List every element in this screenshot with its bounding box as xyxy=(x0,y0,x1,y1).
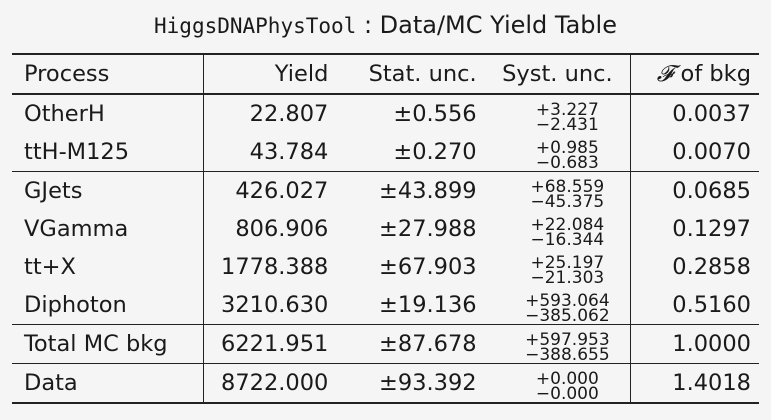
table-row: VGamma 806.906 ±27.988 +22.084 −16.344 0.1297 xyxy=(12,210,759,250)
syst-up: +22.084 xyxy=(530,215,605,235)
syst-up: +68.559 xyxy=(530,177,605,197)
cell-stat-unc: ±87.678 xyxy=(336,324,485,364)
syst-down: −388.655 xyxy=(525,345,610,365)
cell-process: Total MC bkg xyxy=(12,324,205,364)
table-header-row: Process Yield Stat. unc. Syst. unc. 𝓕 of… xyxy=(12,54,759,95)
cell-syst-unc: +22.084 −16.344 xyxy=(485,210,631,250)
cell-fraction: 0.5160 xyxy=(630,286,759,325)
fraction-label: of bkg xyxy=(673,61,751,87)
syst-down: −21.303 xyxy=(530,268,605,288)
syst-up: +3.227 xyxy=(535,100,599,120)
cell-syst-unc: +3.227 −2.431 xyxy=(485,94,631,135)
cell-process: OtherH xyxy=(12,94,205,133)
table-row: Data 8722.000 ±93.392 +0.000 −0.000 1.4018 xyxy=(12,363,759,404)
table-row: GJets 426.027 ±43.899 +68.559 −45.375 0.0685 xyxy=(12,171,759,212)
cell-stat-unc: ±67.903 xyxy=(379,254,477,280)
header-fraction-of-bkg: 𝓕 of bkg xyxy=(630,54,759,95)
cell-fraction: 1.0000 xyxy=(630,324,759,364)
header-process: Process xyxy=(12,54,205,95)
syst-down: −2.431 xyxy=(535,115,599,135)
caption-tool-name: HiggsDNAPhysTool xyxy=(154,14,357,38)
cell-process: VGamma xyxy=(12,210,205,248)
header-stat-unc: Stat. unc. xyxy=(336,54,485,95)
cell-yield: 22.807 xyxy=(249,101,329,127)
syst-down: −16.344 xyxy=(530,230,605,250)
header-yield: Yield xyxy=(203,54,337,95)
cell-process: GJets xyxy=(12,171,205,210)
syst-down: −0.000 xyxy=(535,384,599,404)
header-syst-unc: Syst. unc. xyxy=(484,54,631,95)
cell-yield: 6221.951 xyxy=(203,324,337,364)
table-caption: HiggsDNAPhysTool : Data/MC Yield Table xyxy=(0,8,771,43)
cell-process: Data xyxy=(12,363,205,403)
cell-process: ttH-M125 xyxy=(12,133,205,172)
cell-stat-unc: ±19.136 xyxy=(379,292,477,318)
cell-fraction: 0.0685 xyxy=(630,171,759,210)
syst-up: +25.197 xyxy=(530,253,605,273)
cell-fraction: 0.2858 xyxy=(630,248,759,286)
cell-syst-unc: +0.000 −0.000 xyxy=(484,363,631,404)
cell-stat-unc: ±93.392 xyxy=(336,363,485,403)
cell-fraction: 0.0070 xyxy=(630,133,759,172)
cell-stat-unc: ±0.270 xyxy=(393,139,477,165)
syst-down: −45.375 xyxy=(530,192,605,212)
cell-syst-unc: +593.064 −385.062 xyxy=(485,286,631,325)
cell-syst-unc: +25.197 −21.303 xyxy=(485,248,631,288)
cell-yield: 426.027 xyxy=(203,171,337,210)
cell-syst-unc: +68.559 −45.375 xyxy=(484,171,631,212)
syst-down: −0.683 xyxy=(535,153,599,173)
cell-stat-unc: ±0.556 xyxy=(393,101,477,127)
cell-yield: 43.784 xyxy=(249,139,329,165)
cell-yield: 3210.630 xyxy=(221,292,329,318)
cell-stat-unc: ±27.988 xyxy=(379,216,477,242)
cell-process: tt+X xyxy=(12,248,205,286)
table-row: OtherH 22.807 ±0.556 +3.227 −2.431 0.0037 xyxy=(12,94,759,135)
table-row: Diphoton 3210.630 ±19.136 +593.064 −385.062 0… xyxy=(12,286,759,325)
table-row: Total MC bkg 6221.951 ±87.678 +597.953 −388.… xyxy=(12,324,759,365)
cell-process: Diphoton xyxy=(12,286,205,325)
cell-syst-unc: +597.953 −388.655 xyxy=(484,324,631,365)
table-row: tt+X 1778.388 ±67.903 +25.197 −21.303 0.2858 xyxy=(12,248,759,288)
table-row: ttH-M125 43.784 ±0.270 +0.985 −0.683 0.0070 xyxy=(12,133,759,172)
syst-up: +593.064 xyxy=(525,291,610,311)
fraction-symbol: 𝓕 xyxy=(656,61,674,87)
syst-down: −385.062 xyxy=(525,306,610,326)
caption-separator: : xyxy=(356,11,380,39)
cell-fraction: 0.0037 xyxy=(630,94,759,133)
cell-fraction: 1.4018 xyxy=(630,363,759,403)
cell-yield: 1778.388 xyxy=(221,254,329,280)
syst-up: +597.953 xyxy=(525,330,610,350)
syst-up: +0.985 xyxy=(535,138,599,158)
yield-table: Process Yield Stat. unc. Syst. unc. 𝓕 of… xyxy=(12,53,759,404)
cell-fraction: 0.1297 xyxy=(630,210,759,248)
cell-yield: 8722.000 xyxy=(203,363,337,403)
caption-title: Data/MC Yield Table xyxy=(379,11,617,39)
syst-up: +0.000 xyxy=(535,369,599,389)
cell-yield: 806.906 xyxy=(235,216,329,242)
cell-stat-unc: ±43.899 xyxy=(336,171,485,210)
cell-syst-unc: +0.985 −0.683 xyxy=(485,133,631,172)
